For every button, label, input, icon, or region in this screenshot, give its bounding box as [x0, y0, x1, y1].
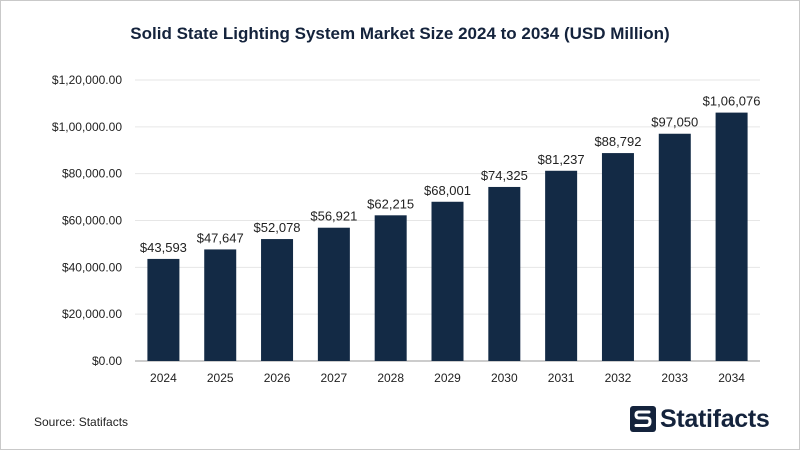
data-label: $68,001	[424, 183, 471, 198]
brand: Statifacts	[630, 403, 770, 435]
statifacts-logo-icon	[630, 406, 656, 432]
y-tick-label: $40,000.00	[62, 260, 122, 274]
data-label: $52,078	[254, 220, 301, 235]
bar	[658, 133, 691, 361]
y-tick-label: $80,000.00	[62, 167, 122, 181]
bar	[204, 249, 237, 361]
bar	[488, 186, 521, 361]
source-note: Source: Statifacts	[34, 415, 129, 429]
x-tick-label: 2026	[264, 371, 291, 385]
bar	[317, 227, 350, 361]
bar	[545, 170, 578, 361]
y-tick-label: $60,000.00	[62, 214, 122, 228]
data-label: $81,237	[538, 152, 585, 167]
bar	[261, 239, 294, 361]
brand-name: Statifacts	[660, 404, 770, 433]
bar	[715, 112, 748, 361]
data-label: $1,06,076	[703, 94, 761, 109]
data-label: $62,215	[367, 196, 414, 211]
bar	[147, 258, 180, 361]
data-label: $47,647	[197, 230, 244, 245]
x-tick-label: 2034	[718, 371, 745, 385]
data-label: $88,792	[594, 134, 641, 149]
y-tick-label: $0.00	[92, 354, 122, 368]
chart-title: Solid State Lighting System Market Size …	[130, 24, 670, 43]
y-tick-label: $20,000.00	[62, 307, 122, 321]
bar	[431, 201, 464, 361]
x-tick-label: 2025	[207, 371, 234, 385]
y-tick-label: $1,20,000.00	[52, 73, 122, 87]
bar	[601, 153, 634, 361]
x-tick-label: 2027	[321, 371, 348, 385]
data-label: $56,921	[310, 209, 357, 224]
x-tick-label: 2024	[150, 371, 177, 385]
x-tick-label: 2029	[434, 371, 461, 385]
bar	[374, 215, 407, 361]
x-tick-label: 2030	[491, 371, 518, 385]
x-tick-label: 2028	[377, 371, 404, 385]
data-label: $97,050	[651, 115, 698, 130]
x-tick-label: 2033	[661, 371, 688, 385]
data-label: $43,593	[140, 240, 187, 255]
y-tick-label: $1,00,000.00	[52, 120, 122, 134]
x-tick-label: 2031	[548, 371, 575, 385]
data-label: $74,325	[481, 168, 528, 183]
x-tick-label: 2032	[605, 371, 632, 385]
